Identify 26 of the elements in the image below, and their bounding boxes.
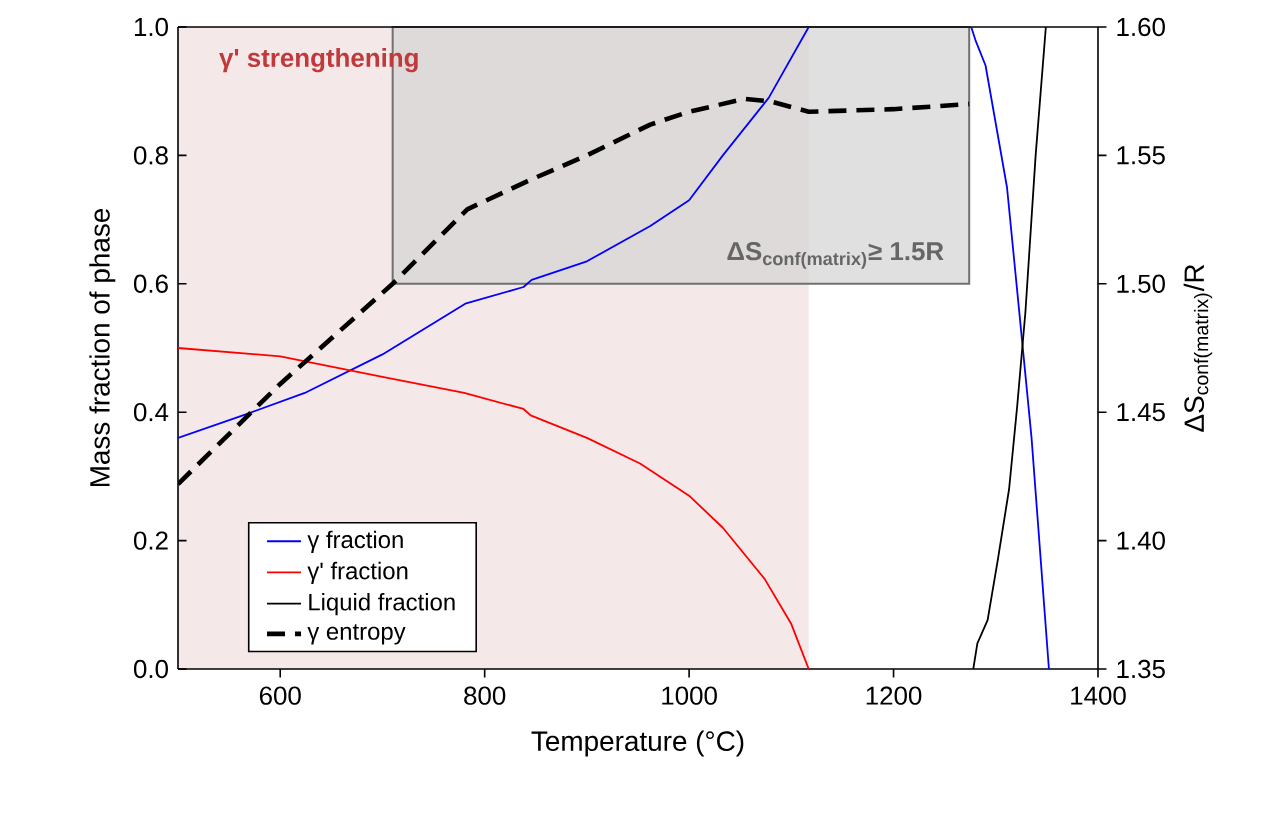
x-tick-label: 800 (464, 686, 506, 705)
y2-tick-label: 1.60 (1117, 17, 1165, 37)
legend-label: γ' fraction (307, 561, 408, 585)
band-label: $\textbf{ΔS}_{\textbf{conf(matrix)}}\textbf{≥ 1.5R}$ (727, 242, 944, 269)
x-tick-label: 1000 (662, 686, 717, 705)
y2-tick-label: 1.35 (1117, 659, 1165, 679)
legend-label: Liquid fraction (309, 593, 455, 616)
y-tick-label: 0.2 (133, 531, 168, 550)
y-tick-label: 0.4 (133, 403, 169, 422)
x-tick-label: 600 (259, 686, 301, 705)
legend-label: γ fraction (307, 530, 403, 553)
y-tick-label: 0.8 (133, 146, 168, 165)
y2-tick-label: 1.40 (1117, 531, 1165, 550)
y2-tick-label: 1.55 (1117, 146, 1165, 165)
y-tick-label: 0.0 (133, 659, 168, 679)
y-axis-title: Mass fraction of phase (89, 208, 116, 487)
y2-tick-label: 1.45 (1117, 403, 1165, 422)
x-tick-label: 1200 (866, 686, 922, 705)
x-axis-title: Temperature (°C) (531, 730, 744, 757)
y-tick-label: 0.6 (133, 274, 168, 293)
x-tick-label: 1400 (1071, 686, 1126, 705)
y-tick-label: 1.0 (134, 17, 168, 37)
line-series (178, 347, 810, 669)
legend-label: γ entropy (307, 624, 406, 645)
y2-tick-label: 1.50 (1117, 274, 1165, 293)
y2-axis-title: $\text{ΔS}_{\text{conf(matrix)}}\text{/R}$ (1183, 264, 1213, 432)
